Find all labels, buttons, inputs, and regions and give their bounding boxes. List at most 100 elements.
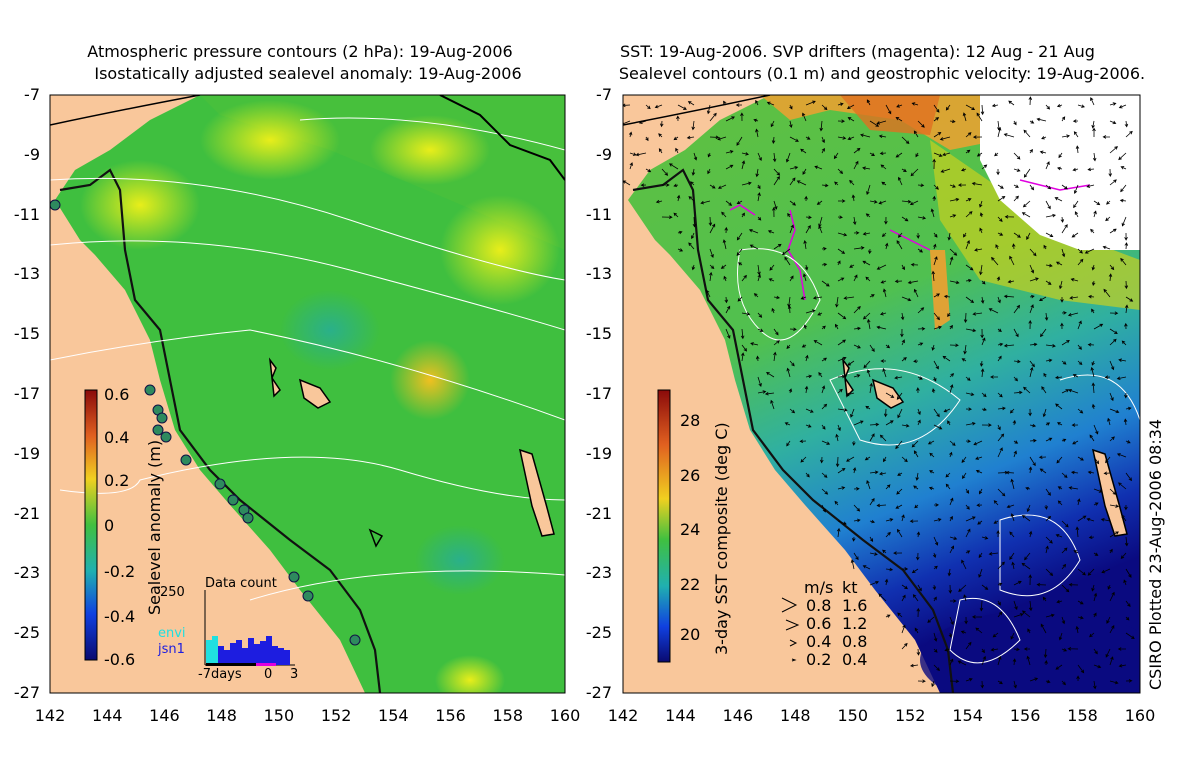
velocity-arrow bbox=[949, 280, 960, 285]
vel-row3-ms: 0.2 bbox=[806, 650, 832, 669]
velocity-arrow bbox=[933, 104, 940, 113]
velocity-arrow bbox=[933, 648, 938, 653]
velocity-arrow bbox=[876, 120, 887, 125]
velocity-arrow bbox=[1124, 304, 1129, 314]
velocity-arrow bbox=[1109, 228, 1117, 234]
velocity-arrow bbox=[897, 408, 903, 419]
velocity-arrow bbox=[1013, 580, 1022, 586]
velocity-arrow bbox=[709, 271, 713, 282]
velocity-arrow bbox=[724, 226, 728, 234]
velocity-arrow bbox=[885, 484, 891, 490]
velocity-arrow bbox=[1045, 536, 1053, 544]
velocity-arrow bbox=[961, 456, 967, 464]
velocity-arrow bbox=[917, 216, 927, 220]
velocity-arrow bbox=[933, 293, 940, 298]
velocity-arrow bbox=[1055, 261, 1063, 266]
velocity-arrow bbox=[850, 559, 855, 570]
inset-legend-envi: envi bbox=[158, 626, 186, 641]
velocity-arrow bbox=[901, 264, 905, 271]
velocity-arrow bbox=[1008, 100, 1015, 106]
lon-tick-right: 144 bbox=[665, 706, 696, 725]
velocity-arrow bbox=[1042, 408, 1047, 418]
velocity-arrow bbox=[645, 168, 652, 173]
velocity-arrow bbox=[1023, 647, 1031, 651]
velocity-arrow bbox=[805, 309, 816, 314]
velocity-arrow bbox=[939, 136, 951, 141]
velocity-arrow bbox=[852, 216, 857, 226]
velocity-arrow bbox=[979, 200, 983, 208]
sst-colorbar-label: 3-day SST composite (deg C) bbox=[712, 422, 731, 655]
velocity-arrow bbox=[1068, 582, 1079, 587]
velocity-arrow bbox=[852, 536, 856, 542]
velocity-arrow bbox=[916, 387, 920, 394]
velocity-arrow bbox=[911, 102, 919, 106]
velocity-arrow bbox=[862, 232, 871, 236]
velocity-arrow bbox=[862, 565, 871, 570]
right-title-line2: Sealevel contours (0.1 m) and geostrophi… bbox=[618, 64, 1146, 83]
velocity-arrow bbox=[1091, 120, 1095, 129]
velocity-arrow bbox=[1056, 599, 1063, 604]
velocity-arrow bbox=[768, 278, 775, 282]
velocity-arrow bbox=[771, 136, 776, 144]
lon-tick-right: 156 bbox=[1009, 706, 1041, 725]
velocity-arrow bbox=[997, 296, 1001, 304]
velocity-arrow bbox=[1102, 245, 1111, 250]
velocity-arrow bbox=[911, 440, 919, 448]
velocity-arrow bbox=[949, 515, 953, 522]
velocity-arrow bbox=[1118, 664, 1127, 668]
velocity-arrow bbox=[788, 388, 793, 394]
velocity-arrow bbox=[821, 136, 825, 144]
velocity-arrow bbox=[789, 177, 796, 186]
velocity-arrow bbox=[1073, 550, 1079, 554]
velocity-arrow bbox=[837, 199, 846, 203]
velocity-arrow bbox=[864, 456, 871, 461]
velocity-arrow bbox=[629, 162, 634, 170]
velocity-arrow bbox=[725, 164, 734, 170]
velocity-arrow bbox=[1057, 500, 1063, 506]
velocity-arrow bbox=[965, 211, 973, 218]
lat-tick-left: -7 bbox=[24, 85, 40, 104]
velocity-arrow bbox=[816, 200, 823, 205]
velocity-arrow bbox=[1104, 375, 1111, 379]
velocity-arrow bbox=[721, 211, 727, 218]
velocity-arrow bbox=[947, 568, 952, 577]
velocity-arrow bbox=[1123, 579, 1127, 586]
velocity-arrow bbox=[869, 470, 879, 475]
velocity-arrow bbox=[757, 273, 761, 282]
velocity-arrow bbox=[981, 648, 985, 654]
velocity-arrow bbox=[1003, 294, 1015, 299]
velocity-arrow bbox=[1125, 406, 1132, 411]
velocity-arrow bbox=[1075, 145, 1080, 154]
velocity-arrow bbox=[882, 368, 887, 378]
velocity-arrow bbox=[709, 112, 717, 122]
velocity-arrow bbox=[1036, 582, 1047, 587]
velocity-arrow bbox=[837, 215, 843, 219]
velocity-arrow bbox=[802, 273, 807, 282]
velocity-arrow bbox=[757, 390, 767, 394]
velocity-arrow bbox=[1044, 660, 1048, 666]
velocity-arrow bbox=[882, 549, 887, 554]
velocity-arrow bbox=[1077, 498, 1081, 506]
velocity-arrow bbox=[837, 248, 846, 254]
velocity-arrow bbox=[677, 248, 684, 252]
velocity-arrow bbox=[1055, 375, 1063, 380]
velocity-arrow bbox=[897, 176, 903, 186]
velocity-arrow bbox=[691, 168, 696, 176]
velocity-arrow bbox=[996, 530, 1000, 538]
velocity-arrow bbox=[1029, 264, 1035, 274]
velocity-arrow bbox=[1093, 592, 1098, 602]
velocity-arrow bbox=[757, 264, 761, 276]
velocity-arrow bbox=[1029, 148, 1033, 154]
velocity-arrow bbox=[1040, 623, 1047, 634]
velocity-arrow bbox=[1090, 228, 1095, 234]
velocity-arrow bbox=[914, 627, 919, 634]
lat-tick-left: -9 bbox=[24, 144, 40, 164]
velocity-arrow bbox=[1091, 280, 1096, 287]
velocity-arrow bbox=[976, 152, 983, 157]
velocity-arrow bbox=[769, 264, 775, 271]
velocity-arrow bbox=[748, 229, 759, 234]
velocity-arrow bbox=[1057, 422, 1063, 426]
velocity-arrow bbox=[866, 369, 871, 378]
velocity-arrow bbox=[1061, 311, 1067, 315]
velocity-arrow bbox=[910, 262, 919, 267]
